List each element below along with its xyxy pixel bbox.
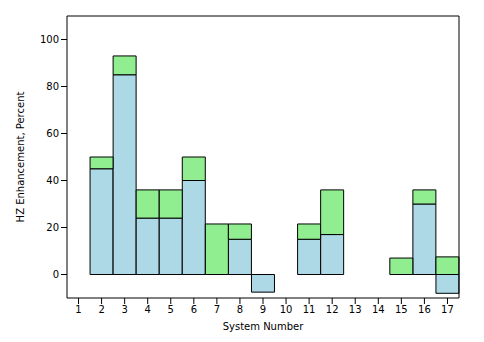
svg-text:5: 5 bbox=[168, 304, 174, 315]
svg-text:13: 13 bbox=[349, 304, 362, 315]
svg-text:6: 6 bbox=[191, 304, 197, 315]
svg-text:17: 17 bbox=[441, 304, 454, 315]
svg-text:15: 15 bbox=[395, 304, 408, 315]
svg-text:8: 8 bbox=[237, 304, 243, 315]
svg-text:3: 3 bbox=[121, 304, 127, 315]
svg-text:80: 80 bbox=[46, 81, 59, 92]
svg-text:1: 1 bbox=[75, 304, 81, 315]
svg-text:100: 100 bbox=[40, 34, 59, 45]
svg-text:16: 16 bbox=[418, 304, 431, 315]
svg-text:20: 20 bbox=[46, 222, 59, 233]
svg-text:12: 12 bbox=[326, 304, 339, 315]
svg-text:2: 2 bbox=[98, 304, 104, 315]
svg-text:9: 9 bbox=[260, 304, 266, 315]
svg-text:10: 10 bbox=[280, 304, 293, 315]
svg-text:System Number: System Number bbox=[223, 321, 305, 332]
svg-text:40: 40 bbox=[46, 175, 59, 186]
svg-text:60: 60 bbox=[46, 128, 59, 139]
svg-text:0: 0 bbox=[53, 269, 59, 280]
svg-text:11: 11 bbox=[303, 304, 316, 315]
svg-text:7: 7 bbox=[214, 304, 220, 315]
svg-text:14: 14 bbox=[372, 304, 385, 315]
svg-text:4: 4 bbox=[145, 304, 151, 315]
svg-text:HZ Enhancement, Percent: HZ Enhancement, Percent bbox=[15, 92, 26, 223]
